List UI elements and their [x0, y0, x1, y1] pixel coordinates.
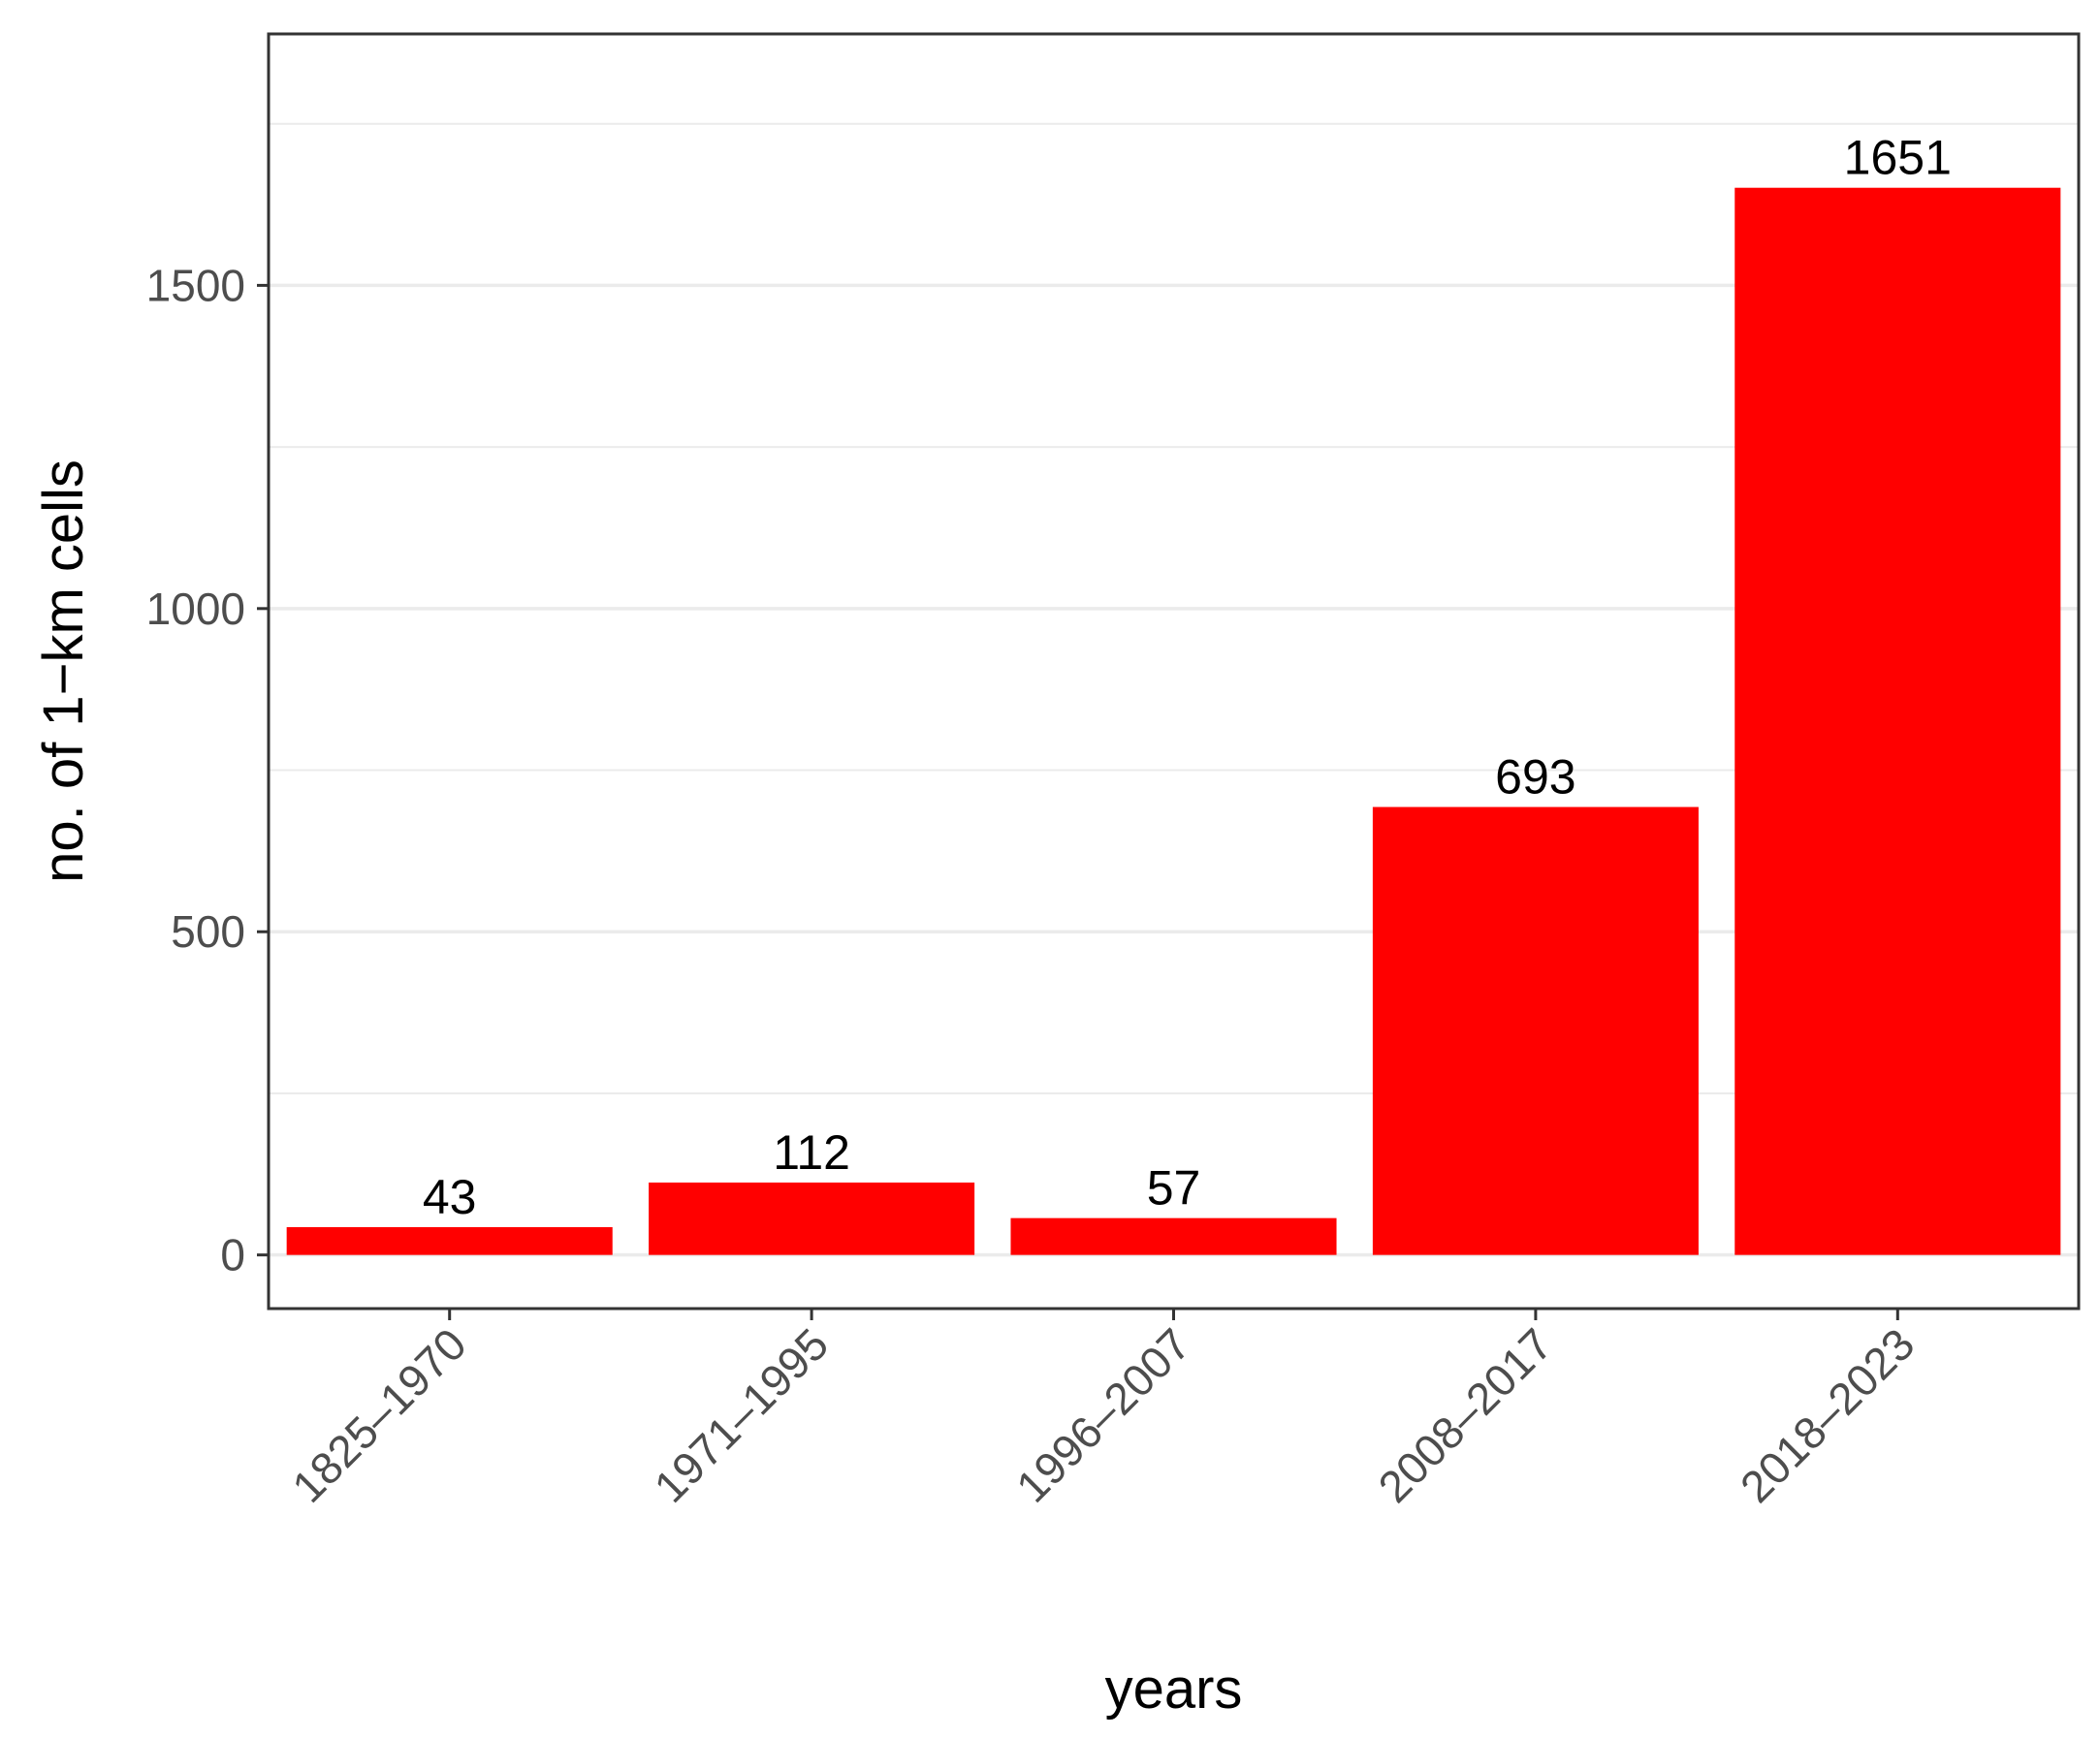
bar [1734, 187, 2061, 1255]
data-label: 57 [1147, 1161, 1201, 1216]
bars-group [286, 187, 2061, 1255]
data-label: 112 [773, 1125, 850, 1180]
y-axis: 0 500 1000 1500 [146, 260, 269, 1280]
y-tick-label: 500 [171, 906, 245, 957]
data-label: 693 [1495, 750, 1575, 805]
x-axis-title: years [1105, 1658, 1243, 1721]
data-label: 1651 [1844, 131, 1952, 185]
bar [286, 1226, 613, 1255]
bar [1372, 806, 1699, 1255]
y-axis-title: no. of 1−km cells [32, 459, 95, 883]
data-label: 43 [423, 1170, 477, 1224]
y-tick-label: 0 [220, 1230, 245, 1280]
data-labels-group: 43 112 57 693 1651 [423, 131, 1952, 1224]
y-tick-label: 1000 [146, 584, 245, 634]
bar [1010, 1217, 1337, 1255]
bar [649, 1182, 975, 1255]
y-tick-label: 1500 [146, 260, 245, 310]
